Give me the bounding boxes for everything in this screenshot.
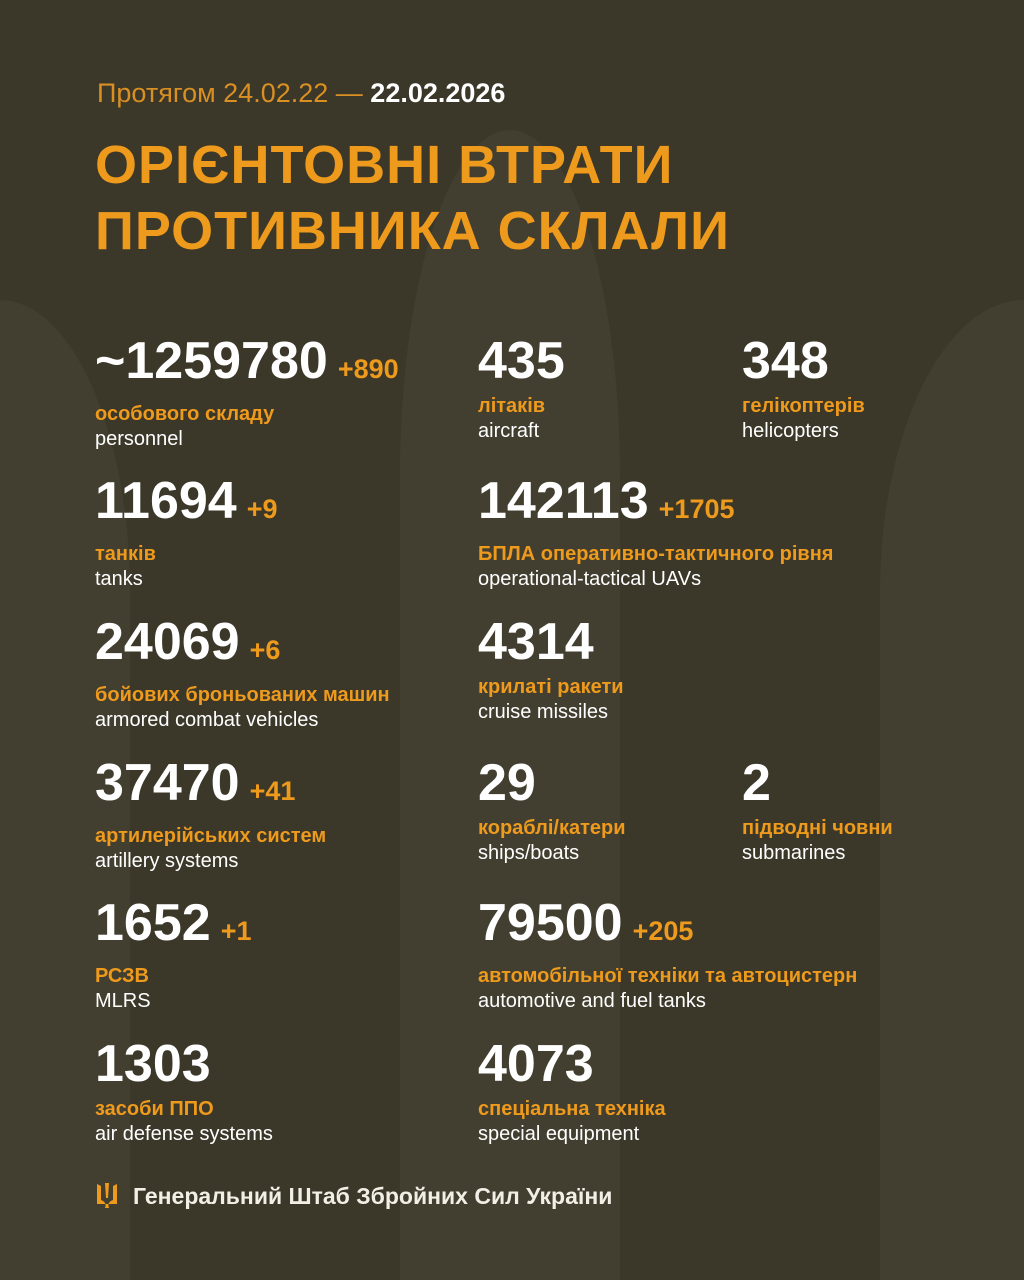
- label-en: special equipment: [478, 1123, 640, 1145]
- stat-cruise-missiles: 4314 крилаті ракети cruise missiles: [478, 616, 624, 724]
- label-en: helicopters: [742, 420, 839, 442]
- label-en: tanks: [95, 568, 143, 590]
- value: 37470: [95, 754, 240, 812]
- stat-value: 29: [478, 757, 626, 809]
- stat-value: 79500 +205: [478, 897, 857, 957]
- label-ua: особового складу: [95, 403, 275, 425]
- increase: +1: [220, 916, 252, 946]
- increase: +205: [632, 916, 694, 946]
- label-en: personnel: [95, 428, 183, 450]
- label-ua: підводні човни: [742, 817, 893, 839]
- page-title: ОРІЄНТОВНІ ВТРАТИ ПРОТИВНИКА СКЛАЛИ: [95, 132, 730, 264]
- stat-value: 37470 +41: [95, 757, 326, 817]
- stat-special-equipment: 4073 спеціальна техніка special equipment: [478, 1038, 666, 1146]
- label-ua: засоби ППО: [95, 1098, 214, 1120]
- title-line-2: ПРОТИВНИКА СКЛАЛИ: [95, 201, 730, 261]
- background-shape: [0, 300, 130, 1280]
- label-ua: БПЛА оперативно-тактичного рівня: [478, 543, 834, 565]
- increase: +9: [246, 494, 278, 524]
- value: 435: [478, 332, 565, 390]
- label-ua: бойових броньованих машин: [95, 684, 390, 706]
- stat-mlrs: 1652 +1 РСЗВ MLRS: [95, 897, 251, 1013]
- stat-value: 348: [742, 335, 865, 387]
- label-ua: гелікоптерів: [742, 395, 865, 417]
- stat-ships-boats: 29 кораблі/катери ships/boats: [478, 757, 626, 865]
- period-end: 22.02.2026: [370, 78, 506, 108]
- label-en: automotive and fuel tanks: [478, 990, 706, 1012]
- title-line-1: ОРІЄНТОВНІ ВТРАТИ: [95, 135, 674, 195]
- label-en: air defense systems: [95, 1123, 273, 1145]
- footer-text: Генеральний Штаб Збройних Сил України: [133, 1182, 613, 1209]
- label-ua: літаків: [478, 395, 546, 417]
- period-start: Протягом 24.02.22 —: [97, 78, 363, 108]
- value: 142113: [478, 472, 649, 530]
- stat-value: 2: [742, 757, 893, 809]
- value: 24069: [95, 613, 240, 671]
- stat-automotive-and-fuel-tanks: 79500 +205 автомобільної техніки та автоци…: [478, 897, 857, 1013]
- label-ua: танків: [95, 543, 156, 565]
- stat-armored-combat-vehicles: 24069 +6 бойових броньованих машин armored …: [95, 616, 390, 732]
- background-shape: [400, 130, 620, 1280]
- stat-value: 1652 +1: [95, 897, 251, 957]
- label-ua: кораблі/катери: [478, 817, 626, 839]
- value: ~1259780: [95, 332, 328, 390]
- stat-personnel: ~1259780 +890 особового складу personnel: [95, 335, 399, 451]
- value: 29: [478, 754, 536, 812]
- label-en: cruise missiles: [478, 701, 609, 723]
- stat-artillery-systems: 37470 +41 артилерійських систем artillery s…: [95, 757, 326, 873]
- stat-helicopters: 348 гелікоптерів helicopters: [742, 335, 865, 443]
- label-en: submarines: [742, 842, 846, 864]
- stat-aircraft: 435 літаків aircraft: [478, 335, 565, 443]
- background-shape: [880, 300, 1024, 1280]
- stat-air-defense-systems: 1303 засоби ППО air defense systems: [95, 1038, 273, 1146]
- value: 79500: [478, 894, 623, 952]
- stat-value: 24069 +6: [95, 616, 390, 676]
- label-en: artillery systems: [95, 850, 239, 872]
- value: 11694: [95, 472, 237, 530]
- value: 1652: [95, 894, 211, 952]
- stat-tanks: 11694 +9 танків tanks: [95, 475, 278, 591]
- value: 2: [742, 754, 771, 812]
- label-ua: РСЗВ: [95, 965, 149, 987]
- label-en: operational-tactical UAVs: [478, 568, 702, 590]
- stat-value: 435: [478, 335, 565, 387]
- stat-operational-tactical-uavs: 142113 +1705 БПЛА оперативно-тактичного рі…: [478, 475, 833, 591]
- label-ua: крилаті ракети: [478, 676, 624, 698]
- increase: +6: [249, 635, 281, 665]
- value: 348: [742, 332, 829, 390]
- stat-value: 142113 +1705: [478, 475, 833, 535]
- footer: Генеральний Штаб Збройних Сил України: [95, 1182, 612, 1210]
- trident-icon: [97, 1183, 117, 1208]
- label-ua: артилерійських систем: [95, 825, 327, 847]
- value: 4073: [478, 1035, 594, 1093]
- period: Протягом 24.02.22 — 22.02.2026: [97, 78, 505, 109]
- label-en: armored combat vehicles: [95, 709, 319, 731]
- stat-value: 4073: [478, 1038, 666, 1090]
- increase: +890: [337, 354, 399, 384]
- stat-value: 11694 +9: [95, 475, 278, 535]
- value: 1303: [95, 1035, 211, 1093]
- stat-value: 4314: [478, 616, 624, 668]
- value: 4314: [478, 613, 594, 671]
- label-ua: спеціальна техніка: [478, 1098, 666, 1120]
- label-en: aircraft: [478, 420, 540, 442]
- stat-submarines: 2 підводні човни submarines: [742, 757, 893, 865]
- label-en: ships/boats: [478, 842, 580, 864]
- increase: +41: [249, 776, 296, 806]
- stat-value: ~1259780 +890: [95, 335, 399, 395]
- increase: +1705: [658, 494, 735, 524]
- stat-value: 1303: [95, 1038, 273, 1090]
- label-ua: автомобільної техніки та автоцистерн: [478, 965, 858, 987]
- label-en: MLRS: [95, 990, 151, 1012]
